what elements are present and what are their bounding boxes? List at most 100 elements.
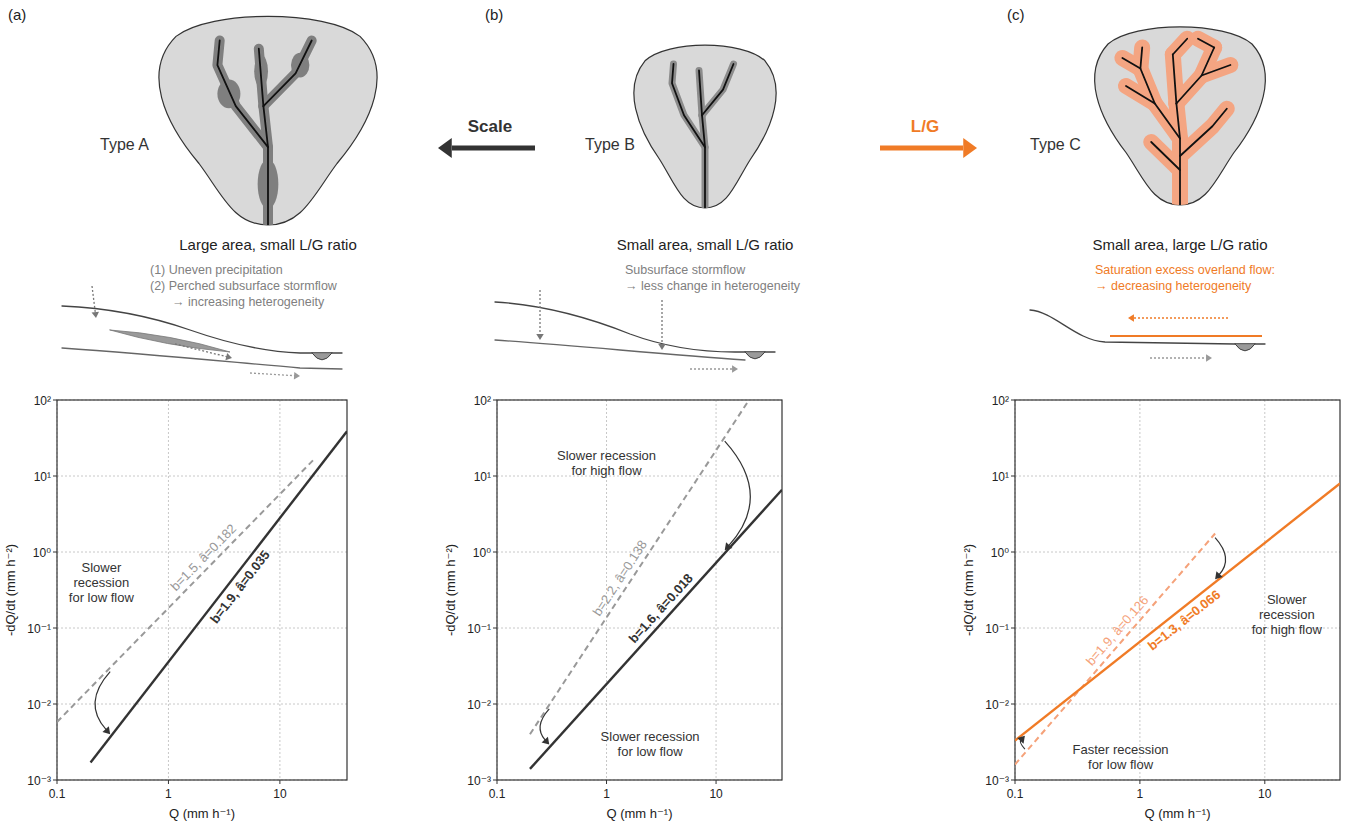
arrow-head xyxy=(536,334,544,340)
series-label-group: b=1.5, â=0.182 xyxy=(167,521,239,594)
flow-arrow xyxy=(1133,317,1228,318)
riparian-zone xyxy=(1151,142,1180,170)
arrow-head xyxy=(1128,314,1134,322)
riparian-zone xyxy=(702,115,705,208)
stream xyxy=(1176,104,1180,206)
stream xyxy=(1173,39,1187,55)
grid-line xyxy=(57,476,347,477)
riparian-zone xyxy=(1180,109,1227,156)
tick-label: 10⁻² xyxy=(985,698,1009,712)
tick xyxy=(53,552,57,553)
series-label: b=1.6, â=0.018 xyxy=(626,571,696,647)
series-label: b=1.5, â=0.182 xyxy=(167,521,239,594)
axis-title: Q (mm h⁻¹) xyxy=(606,806,672,821)
tick xyxy=(493,704,497,705)
tick-label: 10¹ xyxy=(474,470,491,484)
tick-label: 10² xyxy=(34,394,51,408)
process-text: Saturation excess overland flow: xyxy=(1095,263,1275,277)
plot-frame xyxy=(1015,400,1340,780)
riparian-zone xyxy=(672,64,705,147)
arrow-head xyxy=(225,353,232,360)
type-label: Type C xyxy=(1030,136,1081,153)
grid-line xyxy=(1264,400,1265,780)
tick xyxy=(493,628,497,629)
catchment-area xyxy=(634,45,776,208)
stream xyxy=(263,41,311,107)
tick-label: 10⁻² xyxy=(27,698,51,712)
ground-surface xyxy=(1255,343,1265,344)
perched-water xyxy=(110,330,230,352)
tick-label: 10⁻² xyxy=(467,698,491,712)
series-label: b=1.9, â=0.126 xyxy=(1083,593,1152,669)
riparian-zone xyxy=(1198,39,1214,48)
series-label-group: b=1.9, â=0.126 xyxy=(1083,593,1152,669)
bedrock xyxy=(62,348,342,369)
tick xyxy=(606,780,607,784)
process-text: Subsurface stormflow xyxy=(625,263,746,277)
series-lines xyxy=(530,400,782,769)
series-line xyxy=(530,400,749,734)
flow-arrow xyxy=(250,373,295,376)
grid-line xyxy=(1015,476,1340,477)
tick-label: 10¹ xyxy=(34,470,51,484)
series-label: b=2.2, â=0.138 xyxy=(590,537,651,618)
axis-title: Q (mm h⁻¹) xyxy=(169,806,235,821)
cross-sections xyxy=(62,286,1265,379)
annotation: Slower xyxy=(81,560,121,575)
process-text: (2) Perched subsurface stormflow xyxy=(150,279,338,293)
tick xyxy=(53,628,57,629)
grid-line xyxy=(279,400,280,780)
tick-label: 10⁻¹ xyxy=(27,622,51,636)
annotation: for high flow xyxy=(571,463,642,478)
tick-label: 10² xyxy=(992,394,1009,408)
stream xyxy=(699,70,702,115)
riparian-zone xyxy=(263,41,311,107)
network xyxy=(672,64,734,208)
arrow-head xyxy=(658,344,666,350)
caption: Large area, small L/G ratio xyxy=(179,236,357,253)
ground-surface xyxy=(62,306,312,353)
arrow-label: Scale xyxy=(468,117,512,136)
type-label: Type A xyxy=(100,136,149,153)
tick xyxy=(168,780,169,784)
flow-arrow xyxy=(175,344,227,357)
chart: 0.111010⁻³10⁻²10⁻¹10⁰10¹10²Q (mm h⁻¹)-dQ… xyxy=(3,394,347,822)
grid-line xyxy=(497,704,782,705)
tick xyxy=(493,780,497,781)
series-lines xyxy=(57,431,347,762)
annotation: for high flow xyxy=(1252,622,1323,637)
caption: Small area, small L/G ratio xyxy=(617,236,794,253)
tick-label: 10 xyxy=(709,787,723,801)
arrow-head xyxy=(542,737,550,745)
tick xyxy=(716,780,717,784)
process-text: → less change in heterogeneity xyxy=(625,279,801,293)
flow-arrow xyxy=(92,286,95,313)
series-line xyxy=(530,490,782,769)
flow-arrow xyxy=(690,368,733,369)
axis-title: -dQ/dt (mm h⁻²) xyxy=(3,544,18,636)
grid-line xyxy=(716,400,717,780)
ground-surface xyxy=(495,302,745,352)
stream xyxy=(1140,48,1180,139)
axis-title: Q (mm h⁻¹) xyxy=(1144,806,1210,821)
stream xyxy=(1151,142,1180,170)
ground-surface xyxy=(1030,310,1235,344)
channel xyxy=(745,352,765,359)
stream xyxy=(702,64,734,115)
tick xyxy=(53,704,57,705)
stream xyxy=(702,115,705,208)
catchment-area xyxy=(1095,27,1266,205)
tick xyxy=(1011,552,1015,553)
process-text: → decreasing heterogeneity xyxy=(1095,279,1252,293)
channel xyxy=(312,353,332,360)
water-table xyxy=(495,340,745,360)
tick-label: 1 xyxy=(1137,787,1144,801)
catchment xyxy=(159,16,377,225)
ground-surface xyxy=(332,352,342,353)
tick-label: 10⁻³ xyxy=(27,774,51,788)
tick xyxy=(53,476,57,477)
grid-line xyxy=(1015,552,1340,553)
tick-label: 0.1 xyxy=(1007,787,1024,801)
tick-label: 1 xyxy=(603,787,610,801)
arrow-head xyxy=(732,365,738,373)
